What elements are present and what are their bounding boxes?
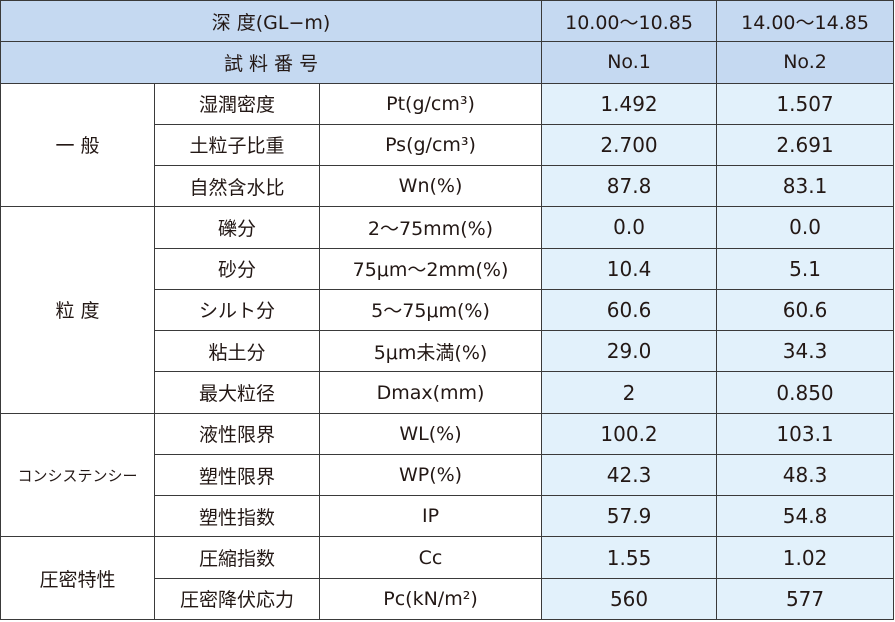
property-unit: 75μm～2mm(%): [318, 247, 543, 290]
sample-1-value: 42.3: [541, 453, 718, 497]
table-row: 一 般 湿潤密度 Pt(g/cm³) 1.492 1.507: [0, 82, 895, 208]
sample-2-value: 54.8: [716, 495, 895, 538]
property-label: 塑性限界: [154, 453, 320, 497]
property-label: 礫分: [154, 206, 320, 249]
group-general: 一 般: [0, 82, 155, 208]
table-row: 塑性限界 WP(%) 42.3 48.3: [1, 453, 895, 497]
sample-2-number: No.2: [716, 41, 895, 84]
group-consolidation: 圧密特性: [0, 536, 155, 620]
sample-2-value: 2.691: [716, 123, 895, 167]
sample-1-value: 100.2: [541, 412, 718, 455]
sample-1-value: 29.0: [541, 330, 718, 373]
table-row: 最大粒径 Dmax(mm) 2 0.850: [1, 371, 895, 414]
property-label: 圧密降伏応力: [154, 577, 320, 621]
property-unit: Pt(g/cm³): [318, 82, 543, 125]
property-unit: 2～75mm(%): [318, 206, 543, 249]
sample-1-value: 60.6: [541, 288, 718, 332]
table-row: 塑性指数 IP 57.9 54.8: [1, 495, 895, 538]
depth-header-label: 深 度(GL−m): [0, 0, 543, 43]
property-unit: Ps(g/cm³): [318, 123, 543, 167]
sample-1-value: 2: [541, 371, 718, 414]
property-label: 粘土分: [154, 330, 320, 373]
property-unit: WP(%): [318, 453, 543, 497]
property-unit: WL(%): [318, 412, 543, 455]
property-unit: IP: [318, 495, 543, 538]
property-unit: Cc: [318, 536, 543, 579]
group-consistency: コンシステンシー: [0, 412, 155, 538]
property-label: 湿潤密度: [154, 82, 320, 125]
sample-1-value: 57.9: [541, 495, 718, 538]
property-unit: 5～75μm(%): [318, 288, 543, 332]
sample-1-value: 2.700: [541, 123, 718, 167]
sample-2-value: 0.0: [716, 206, 895, 249]
sample-2-value: 577: [716, 577, 895, 621]
table-row: 粒 度 礫分 2～75mm(%) 0.0 0.0: [0, 206, 895, 414]
sample-2-value: 83.1: [716, 165, 895, 208]
sample-2-value: 60.6: [716, 288, 895, 332]
property-label: 圧縮指数: [154, 536, 320, 579]
property-unit: Wn(%): [318, 165, 543, 208]
property-unit: 5μm未満(%): [318, 330, 543, 373]
table-row: コンシステンシー 液性限界 WL(%) 100.2 103.1: [0, 412, 895, 538]
sample-2-depth: 14.00～14.85: [716, 0, 895, 43]
property-label: シルト分: [154, 288, 320, 332]
sample-1-value: 0.0: [541, 206, 718, 249]
property-unit: Pc(kN/m²): [318, 577, 543, 621]
property-label: 最大粒径: [154, 371, 320, 414]
sample-1-value: 1.492: [541, 82, 718, 125]
sample-1-value: 560: [541, 577, 718, 621]
depth-header-row: 深 度(GL−m) 10.00～10.85 14.00～14.85: [0, 0, 895, 43]
table-row: 自然含水比 Wn(%) 87.8 83.1: [1, 165, 895, 208]
sample-number-row: 試 料 番 号 No.1 No.2: [0, 41, 895, 84]
property-label: 土粒子比重: [154, 123, 320, 167]
sample-2-value: 48.3: [716, 453, 895, 497]
property-label: 砂分: [154, 247, 320, 290]
sample-1-number: No.1: [541, 41, 718, 84]
sample-1-value: 10.4: [541, 247, 718, 290]
table-row: 粘土分 5μm未満(%) 29.0 34.3: [1, 330, 895, 373]
property-unit: Dmax(mm): [318, 371, 543, 414]
sample-1-value: 1.55: [541, 536, 718, 579]
sample-2-value: 103.1: [716, 412, 895, 455]
sample-2-value: 1.507: [716, 82, 895, 125]
sample-2-value: 0.850: [716, 371, 895, 414]
table-row: 土粒子比重 Ps(g/cm³) 2.700 2.691: [1, 123, 895, 167]
property-label: 塑性指数: [154, 495, 320, 538]
group-grain-size: 粒 度: [0, 206, 155, 414]
sample-1-value: 87.8: [541, 165, 718, 208]
table-row: 圧密特性 圧縮指数 Cc 1.55 1.02: [0, 536, 895, 620]
table-row: 砂分 75μm～2mm(%) 10.4 5.1: [1, 247, 895, 290]
property-label: 自然含水比: [154, 165, 320, 208]
sample-2-value: 5.1: [716, 247, 895, 290]
sample-1-depth: 10.00～10.85: [541, 0, 718, 43]
sample-2-value: 1.02: [716, 536, 895, 579]
sample-number-label: 試 料 番 号: [0, 41, 543, 84]
sample-2-value: 34.3: [716, 330, 895, 373]
table-row: 圧密降伏応力 Pc(kN/m²) 560 577: [1, 577, 895, 621]
property-label: 液性限界: [154, 412, 320, 455]
